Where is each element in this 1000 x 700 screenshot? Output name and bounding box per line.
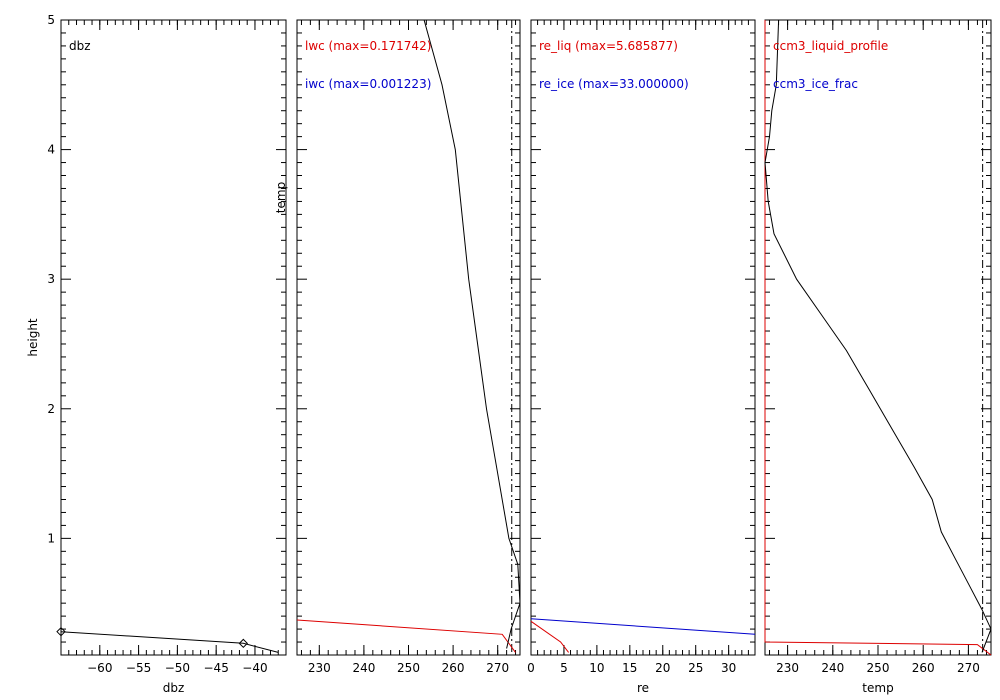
x-axis-label: temp <box>862 681 893 695</box>
panel-4: 230 240 250 260 270 temp ccm3_liquid_profilecc… <box>764 19 992 695</box>
x-axis-label: dbz <box>163 681 185 695</box>
plot-frame <box>60 19 287 656</box>
legend-entry: re_liq (max=5.685877) <box>539 39 678 53</box>
panel-3: 0 5 10 15 20 25 30 re re_liq (max=5.685877) re_ic… <box>527 19 756 695</box>
series-line-1 <box>60 631 279 653</box>
legend-entry: ccm3_liquid_profile <box>773 39 888 53</box>
series-line-1 <box>296 619 516 653</box>
data-point <box>56 626 66 637</box>
x-tick-label: 240 <box>352 661 375 675</box>
x-tick-label: 260 <box>442 661 465 675</box>
y-tick-label: 1 <box>47 531 55 545</box>
legend-entry: lwc (max=0.171742) <box>305 39 431 53</box>
x-tick-label: −40 <box>242 661 267 675</box>
x-tick-label: −55 <box>126 661 151 675</box>
data-point <box>238 638 249 649</box>
legend-entry: iwc (max=0.001223) <box>305 77 431 91</box>
plot-frame <box>296 19 521 656</box>
x-tick-label: 270 <box>957 661 980 675</box>
x-tick-label: 260 <box>912 661 935 675</box>
x-tick-label: 230 <box>308 661 331 675</box>
y-tick-label: 3 <box>47 272 55 286</box>
y-tick-label: 2 <box>47 402 55 416</box>
legend-entry: ccm3_ice_frac <box>773 77 858 91</box>
plot-frame <box>530 19 756 656</box>
x-tick-label: 5 <box>560 661 568 675</box>
x-tick-label: 30 <box>721 661 736 675</box>
series-line-1 <box>530 620 569 653</box>
series-line-2 <box>530 618 756 635</box>
x-tick-label: 230 <box>776 661 799 675</box>
panel-2: 230 240 250 260 270 temp lwc (max=0.171742) iwc… <box>274 19 521 675</box>
plot-frame <box>764 19 992 656</box>
x-tick-label: 240 <box>821 661 844 675</box>
x-tick-label: −50 <box>165 661 190 675</box>
legend-entry: dbz <box>69 39 91 53</box>
x-tick-label: 25 <box>688 661 703 675</box>
x-tick-label: −45 <box>204 661 229 675</box>
x-tick-label: −60 <box>87 661 112 675</box>
x-tick-label: 20 <box>655 661 670 675</box>
series-line-2 <box>764 19 992 653</box>
series-line-2 <box>423 19 521 649</box>
x-tick-label: 0 <box>527 661 535 675</box>
y-tick-label: 4 <box>47 143 55 157</box>
x-axis-label: re <box>637 681 649 695</box>
x-tick-label: 270 <box>486 661 509 675</box>
y-tick-label: 5 <box>47 13 55 27</box>
x-tick-label: 250 <box>397 661 420 675</box>
y-axis-label: height <box>26 318 40 357</box>
x-tick-label: 10 <box>589 661 604 675</box>
x-tick-label: 250 <box>867 661 890 675</box>
series-line-1 <box>764 20 992 656</box>
y-axis-label: temp <box>274 182 288 213</box>
legend-entry: re_ice (max=33.000000) <box>539 77 689 91</box>
panel-1: −60 −55 −50 −45 −40 1 2 3 4 5 dbz height dbz <box>26 13 287 695</box>
x-tick-label: 15 <box>622 661 637 675</box>
